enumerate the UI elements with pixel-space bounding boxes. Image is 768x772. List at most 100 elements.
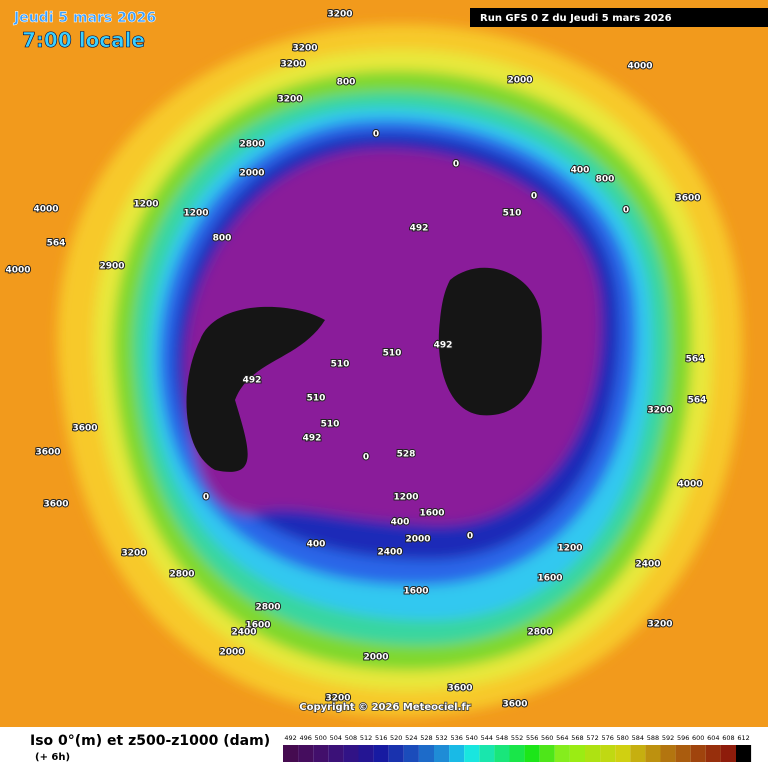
scale-swatch — [569, 745, 585, 762]
contour-label: 4000 — [5, 266, 30, 276]
field — [57, 24, 743, 717]
contour-label: 0 — [373, 130, 379, 140]
contour-label: 3600 — [675, 194, 700, 204]
scale-swatch — [554, 745, 570, 762]
color-scale: 492 496 500 504 508 512 516 520 524 528 532 536 540 5… — [283, 734, 752, 762]
scale-label: 584 — [632, 734, 644, 742]
contour-label: 3200 — [277, 95, 302, 105]
contour-label: 2000 — [405, 535, 430, 545]
scale-label: 492 — [284, 734, 296, 742]
scale-swatch — [298, 745, 314, 762]
contour-label: 400 — [391, 518, 410, 528]
scale-label: 556 — [526, 734, 538, 742]
contour-label: 564 — [686, 355, 705, 365]
contour-label: 1600 — [419, 509, 444, 519]
contour-label: 400 — [307, 540, 326, 550]
contour-label: 2800 — [239, 140, 264, 150]
contour-label: 510 — [503, 209, 522, 219]
contour-label: 492 — [243, 376, 262, 386]
scale-label: 516 — [375, 734, 387, 742]
contour-label: 0 — [623, 206, 629, 216]
scale-label: 580 — [617, 734, 629, 742]
contour-label: 510 — [321, 420, 340, 430]
scale-swatch — [418, 745, 434, 762]
contour-label: 2800 — [527, 628, 552, 638]
scale-label: 588 — [647, 734, 659, 742]
scale-label: 560 — [541, 734, 553, 742]
contour-label: 3600 — [43, 500, 68, 510]
scale-label: 528 — [420, 734, 432, 742]
contour-label: 0 — [203, 493, 209, 503]
contour-label: 2800 — [169, 570, 194, 580]
scale-label: 608 — [722, 734, 734, 742]
contour-label: 564 — [688, 396, 707, 406]
contour-label: 2000 — [219, 648, 244, 658]
contour-label: 3600 — [35, 448, 60, 458]
contour-label: 3200 — [280, 60, 305, 70]
contour-labels: 3200320032003200800280020001200120040004… — [4, 9, 707, 711]
scale-swatch — [388, 745, 404, 762]
contour-label: 2900 — [99, 262, 124, 272]
scale-swatch — [600, 745, 616, 762]
scale-swatch — [403, 745, 419, 762]
scale-label: 524 — [405, 734, 417, 742]
scale-swatch — [660, 745, 676, 762]
scale-swatch — [539, 745, 555, 762]
contour-label: 3600 — [447, 684, 472, 694]
scale-label: 544 — [481, 734, 493, 742]
contour-label: 4000 — [677, 480, 702, 490]
contour-label: 492 — [303, 434, 322, 444]
contour-label: 528 — [397, 450, 416, 460]
contour-label: 4000 — [33, 205, 58, 215]
scale-label: 600 — [692, 734, 704, 742]
contour-label: 1200 — [557, 544, 582, 554]
scale-label: 496 — [299, 734, 311, 742]
contour-label: 800 — [596, 175, 615, 185]
scale-label: 536 — [450, 734, 462, 742]
contour-label: 3200 — [121, 549, 146, 559]
scale-label: 564 — [556, 734, 568, 742]
scale-swatch — [373, 745, 389, 762]
scale-label: 520 — [390, 734, 402, 742]
scale-swatch — [736, 745, 752, 762]
scale-swatch — [524, 745, 540, 762]
scale-label: 500 — [315, 734, 327, 742]
contour-label: 3200 — [325, 694, 350, 704]
scale-swatch — [615, 745, 631, 762]
contour-label: 800 — [213, 234, 232, 244]
contour-label: 3200 — [327, 10, 352, 20]
contour-label: 1200 — [133, 200, 158, 210]
scale-swatch — [690, 745, 706, 762]
scale-swatch — [494, 745, 510, 762]
scale-swatch — [645, 745, 661, 762]
scale-label: 532 — [435, 734, 447, 742]
scale-label: 540 — [466, 734, 478, 742]
contour-label: 0 — [531, 192, 537, 202]
contour-label: 800 — [337, 78, 356, 88]
contour-label: 3600 — [72, 424, 97, 434]
low-east — [438, 267, 542, 416]
date: Jeudi 5 mars 2026 — [13, 10, 156, 26]
run-box — [470, 8, 768, 27]
scale-label: 552 — [511, 734, 523, 742]
contour-label: 0 — [363, 453, 369, 463]
scale-label: 504 — [330, 734, 342, 742]
contour-label: 3200 — [292, 44, 317, 54]
scale-swatch — [464, 745, 480, 762]
contour-label: 2400 — [635, 560, 660, 570]
contour-label: 4000 — [627, 62, 652, 72]
scale-label: 508 — [345, 734, 357, 742]
contour-label: 3600 — [502, 700, 527, 710]
contour-label: 510 — [307, 394, 326, 404]
scale-swatch — [705, 745, 721, 762]
contour-label: 1200 — [393, 493, 418, 503]
lead-time: (+ 6h) — [35, 752, 70, 763]
contour-label: 510 — [331, 360, 350, 370]
scale-swatch — [328, 745, 344, 762]
scale-swatch — [343, 745, 359, 762]
scale-swatch — [449, 745, 465, 762]
contour-label: 0 — [467, 532, 473, 542]
scale-swatch — [630, 745, 646, 762]
